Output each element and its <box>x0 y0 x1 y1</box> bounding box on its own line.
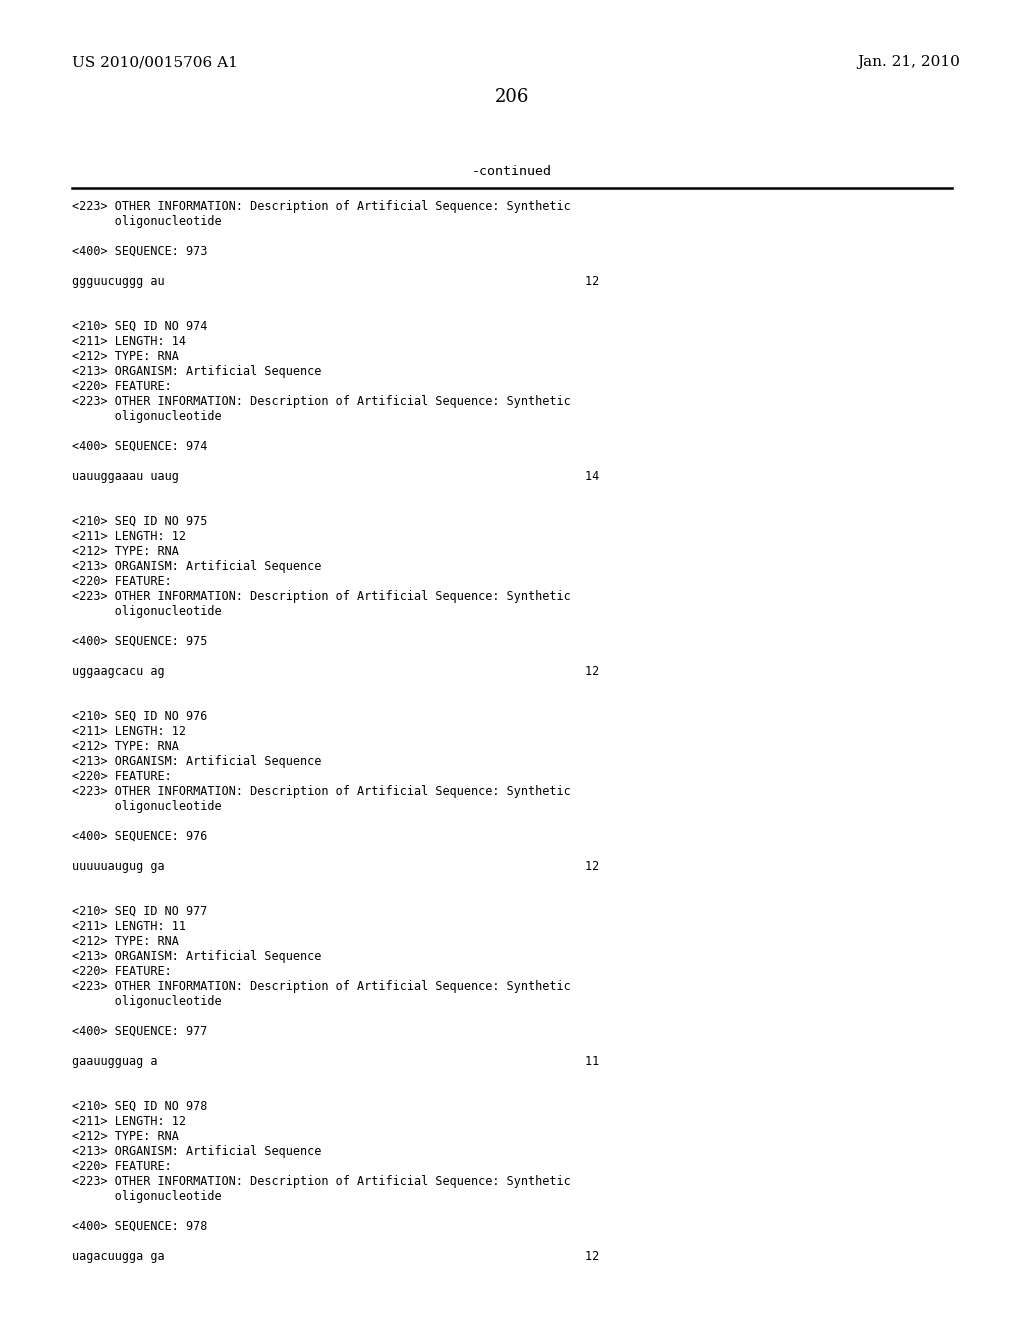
Text: <223> OTHER INFORMATION: Description of Artificial Sequence: Synthetic: <223> OTHER INFORMATION: Description of … <box>72 590 570 603</box>
Text: uagacuugga ga                                                           12: uagacuugga ga 12 <box>72 1250 599 1263</box>
Text: <210> SEQ ID NO 976: <210> SEQ ID NO 976 <box>72 710 208 723</box>
Text: <220> FEATURE:: <220> FEATURE: <box>72 770 172 783</box>
Text: US 2010/0015706 A1: US 2010/0015706 A1 <box>72 55 238 69</box>
Text: <213> ORGANISM: Artificial Sequence: <213> ORGANISM: Artificial Sequence <box>72 950 322 964</box>
Text: <211> LENGTH: 14: <211> LENGTH: 14 <box>72 335 186 348</box>
Text: Jan. 21, 2010: Jan. 21, 2010 <box>857 55 961 69</box>
Text: uauuggaaau uaug                                                         14: uauuggaaau uaug 14 <box>72 470 599 483</box>
Text: uuuuuaugug ga                                                           12: uuuuuaugug ga 12 <box>72 861 599 873</box>
Text: <223> OTHER INFORMATION: Description of Artificial Sequence: Synthetic: <223> OTHER INFORMATION: Description of … <box>72 979 570 993</box>
Text: oligonucleotide: oligonucleotide <box>72 605 221 618</box>
Text: <212> TYPE: RNA: <212> TYPE: RNA <box>72 350 179 363</box>
Text: <220> FEATURE:: <220> FEATURE: <box>72 380 172 393</box>
Text: <400> SEQUENCE: 975: <400> SEQUENCE: 975 <box>72 635 208 648</box>
Text: <210> SEQ ID NO 977: <210> SEQ ID NO 977 <box>72 906 208 917</box>
Text: <400> SEQUENCE: 977: <400> SEQUENCE: 977 <box>72 1026 208 1038</box>
Text: oligonucleotide: oligonucleotide <box>72 215 221 228</box>
Text: <211> LENGTH: 11: <211> LENGTH: 11 <box>72 920 186 933</box>
Text: <210> SEQ ID NO 974: <210> SEQ ID NO 974 <box>72 319 208 333</box>
Text: <210> SEQ ID NO 978: <210> SEQ ID NO 978 <box>72 1100 208 1113</box>
Text: uggaagcacu ag                                                           12: uggaagcacu ag 12 <box>72 665 599 678</box>
Text: <211> LENGTH: 12: <211> LENGTH: 12 <box>72 531 186 543</box>
Text: oligonucleotide: oligonucleotide <box>72 800 221 813</box>
Text: <211> LENGTH: 12: <211> LENGTH: 12 <box>72 725 186 738</box>
Text: <223> OTHER INFORMATION: Description of Artificial Sequence: Synthetic: <223> OTHER INFORMATION: Description of … <box>72 201 570 213</box>
Text: <211> LENGTH: 12: <211> LENGTH: 12 <box>72 1115 186 1129</box>
Text: <210> SEQ ID NO 975: <210> SEQ ID NO 975 <box>72 515 208 528</box>
Text: <400> SEQUENCE: 974: <400> SEQUENCE: 974 <box>72 440 208 453</box>
Text: <213> ORGANISM: Artificial Sequence: <213> ORGANISM: Artificial Sequence <box>72 560 322 573</box>
Text: <400> SEQUENCE: 973: <400> SEQUENCE: 973 <box>72 246 208 257</box>
Text: oligonucleotide: oligonucleotide <box>72 411 221 422</box>
Text: -continued: -continued <box>472 165 552 178</box>
Text: oligonucleotide: oligonucleotide <box>72 995 221 1008</box>
Text: <213> ORGANISM: Artificial Sequence: <213> ORGANISM: Artificial Sequence <box>72 1144 322 1158</box>
Text: <223> OTHER INFORMATION: Description of Artificial Sequence: Synthetic: <223> OTHER INFORMATION: Description of … <box>72 1175 570 1188</box>
Text: <213> ORGANISM: Artificial Sequence: <213> ORGANISM: Artificial Sequence <box>72 366 322 378</box>
Text: <212> TYPE: RNA: <212> TYPE: RNA <box>72 545 179 558</box>
Text: <223> OTHER INFORMATION: Description of Artificial Sequence: Synthetic: <223> OTHER INFORMATION: Description of … <box>72 395 570 408</box>
Text: <220> FEATURE:: <220> FEATURE: <box>72 576 172 587</box>
Text: <400> SEQUENCE: 978: <400> SEQUENCE: 978 <box>72 1220 208 1233</box>
Text: 206: 206 <box>495 88 529 106</box>
Text: <212> TYPE: RNA: <212> TYPE: RNA <box>72 741 179 752</box>
Text: <212> TYPE: RNA: <212> TYPE: RNA <box>72 935 179 948</box>
Text: <400> SEQUENCE: 976: <400> SEQUENCE: 976 <box>72 830 208 843</box>
Text: <220> FEATURE:: <220> FEATURE: <box>72 1160 172 1173</box>
Text: gaauugguag a                                                            11: gaauugguag a 11 <box>72 1055 599 1068</box>
Text: <220> FEATURE:: <220> FEATURE: <box>72 965 172 978</box>
Text: <212> TYPE: RNA: <212> TYPE: RNA <box>72 1130 179 1143</box>
Text: oligonucleotide: oligonucleotide <box>72 1191 221 1203</box>
Text: <223> OTHER INFORMATION: Description of Artificial Sequence: Synthetic: <223> OTHER INFORMATION: Description of … <box>72 785 570 799</box>
Text: ggguucuggg au                                                           12: ggguucuggg au 12 <box>72 275 599 288</box>
Text: <213> ORGANISM: Artificial Sequence: <213> ORGANISM: Artificial Sequence <box>72 755 322 768</box>
